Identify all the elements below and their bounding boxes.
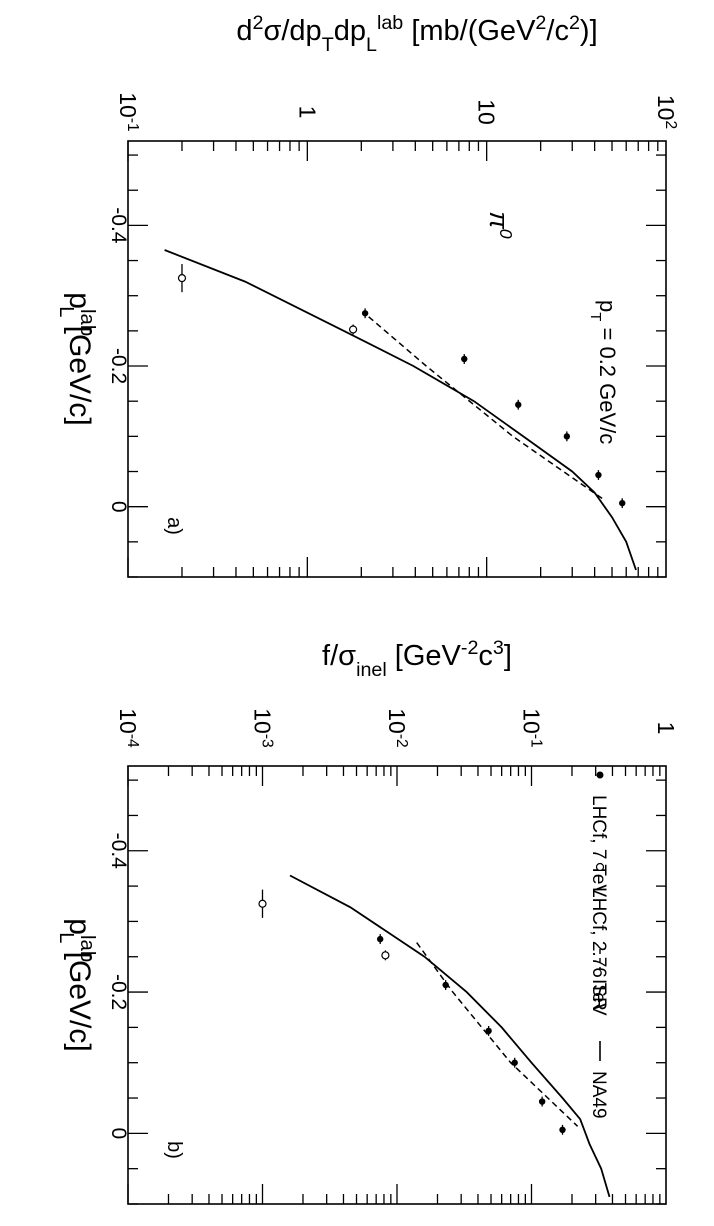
series-isr [416, 942, 579, 1127]
x-tick-label: -0.2 [107, 348, 130, 384]
y-tick-label: 1 [294, 106, 320, 119]
data-point-open [258, 899, 267, 908]
series-lhcf-7-tev [376, 934, 566, 1135]
y-axis-title: d2σ/dpTdpLlab [mb/(GeV2/c2)] [236, 12, 597, 56]
y-tick-label: 10-4 [115, 708, 142, 748]
data-point-open [177, 274, 187, 283]
data-point-open [381, 951, 390, 960]
series-isr [368, 316, 605, 501]
isr-curve [416, 942, 579, 1127]
data-point-filled [515, 401, 522, 408]
data-point-filled [619, 499, 626, 507]
x-axis-title: plabL [GeV/c] [55, 918, 98, 1051]
x-tick-label: -0.2 [107, 974, 130, 1010]
series-lhcf-7-tev [361, 308, 626, 509]
y-tick-label: 10-1 [519, 708, 546, 748]
x-tick-label: -0.4 [107, 207, 130, 244]
data-point-filled [559, 1126, 566, 1134]
y-tick-label: 10 [474, 99, 500, 125]
x-tick-label: 0 [107, 501, 130, 513]
legend-marker-filled [596, 771, 604, 779]
series-lhcf-2-76-tev [258, 889, 390, 961]
x-tick-label: -0.4 [107, 833, 130, 870]
panel-a: -0.4 -0.2 0 10-1 1 10 102 plabL [GeV/c] d2σ/dpTd… [55, 12, 680, 578]
y-tick-label: 10-2 [384, 708, 411, 748]
legend-label: LHCf, 2.76 TeV [588, 887, 609, 1016]
panel-label: b) [163, 1141, 185, 1159]
plot-frame [127, 765, 667, 1205]
legend-label: ISR [588, 979, 609, 1011]
series-na49 [289, 874, 611, 1198]
data-point-filled [376, 935, 384, 943]
isr-curve [368, 316, 605, 501]
legend-marker-open [595, 862, 605, 872]
data-point-filled [361, 310, 369, 317]
panel-label: a) [163, 517, 185, 535]
pt-label: pT = 0.2 GeV/c [588, 300, 621, 444]
data-point-open [349, 325, 358, 334]
panel-b: -0.4 -0.2 0 10-4 10-3 10-2 10-1 1 plabL [GeV/c] f… [55, 637, 679, 1205]
x-tick-label: 0 [107, 1128, 130, 1140]
data-point-filled [538, 1098, 546, 1105]
legend-label: LHCf, 7 TeV [588, 795, 609, 897]
data-point-filled [595, 471, 602, 479]
na49-curve [164, 249, 637, 571]
plot-frame [127, 140, 667, 578]
y-tick-label: 10-3 [250, 708, 277, 748]
y-tick-label: 10-1 [115, 92, 142, 132]
series-lhcf-2-76-tev [177, 264, 358, 335]
particle-label: π0 [484, 211, 516, 238]
data-point-filled [485, 1027, 492, 1035]
na49-curve [289, 874, 611, 1198]
legend-label: NA49 [588, 1071, 609, 1119]
y-tick-label: 1 [653, 722, 679, 735]
data-point-filled [563, 433, 571, 440]
x-axis-title: plabL [GeV/c] [55, 292, 98, 425]
y-axis-title: f/σinel [GeV-2c3] [322, 637, 512, 681]
y-tick-label: 102 [653, 95, 680, 129]
data-point-filled [461, 355, 468, 363]
series-na49 [164, 249, 637, 571]
